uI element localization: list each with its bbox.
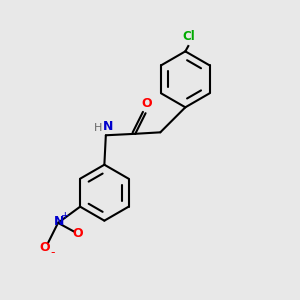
Text: N: N (103, 120, 113, 133)
Text: Cl: Cl (182, 29, 195, 43)
Text: H: H (94, 123, 103, 133)
Text: O: O (40, 242, 50, 254)
Text: O: O (142, 97, 152, 110)
Text: -: - (50, 246, 54, 259)
Text: +: + (61, 212, 70, 221)
Text: O: O (73, 227, 83, 240)
Text: N: N (54, 215, 65, 228)
